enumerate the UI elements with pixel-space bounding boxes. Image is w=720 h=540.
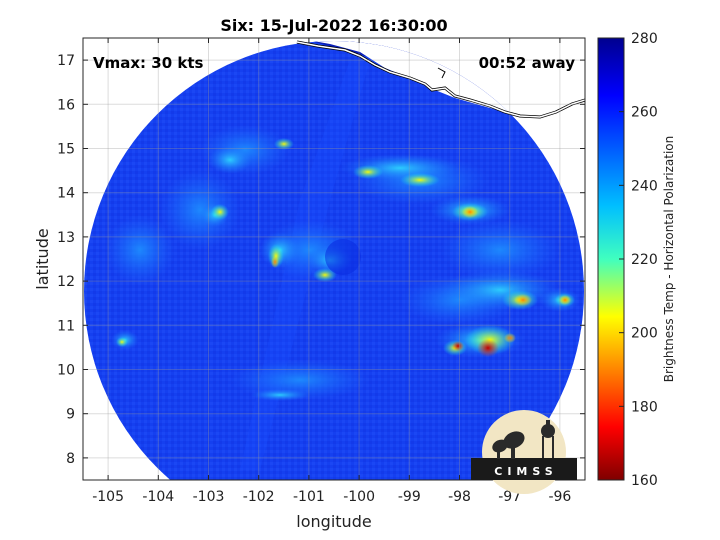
y-tick-label: 8: [66, 451, 75, 467]
y-tick-label: 11: [57, 318, 75, 334]
colorbar-tick-label: 160: [631, 473, 658, 489]
x-tick-label: -100: [343, 489, 375, 505]
chart-title: Six: 15-Jul-2022 16:30:00: [220, 16, 447, 35]
y-ticks: 8 9 10 11 12 13 14 15 16 17: [57, 53, 585, 467]
y-axis-label: latitude: [33, 228, 52, 289]
y-tick-label: 12: [57, 274, 75, 290]
y-tick-label: 10: [57, 363, 75, 379]
axes-box: [82, 37, 586, 481]
colorbar-tick-label: 260: [631, 105, 658, 121]
logo-base-band: [471, 458, 577, 480]
y-tick-label: 15: [57, 142, 75, 158]
colorbar-tick-label: 200: [631, 326, 658, 342]
x-tick-label: -99: [398, 489, 421, 505]
time-offset-annotation: 00:52 away: [479, 54, 576, 72]
colorbar-ticks: 160 180 200 220 240 260 280: [619, 31, 658, 489]
water-tower-icon: [541, 420, 555, 458]
x-tick-label: -96: [548, 489, 571, 505]
y-tick-label: 17: [57, 53, 75, 69]
x-tick-label: -103: [193, 489, 225, 505]
y-tick-label: 9: [66, 407, 75, 423]
logo-text: CIMSS: [494, 465, 557, 478]
x-tick-label: -104: [142, 489, 174, 505]
y-tick-label: 14: [57, 186, 75, 202]
colorbar-tick-label: 180: [631, 399, 658, 415]
x-axis-label: longitude: [296, 512, 371, 531]
satellite-dish-icon: [492, 431, 525, 459]
gridlines: [83, 38, 585, 480]
cimss-logo: CIMSS: [471, 410, 577, 494]
colorbar-tick-label: 280: [631, 31, 658, 47]
colorbar-label: Brightness Temp - Horizontal Polarizatio…: [662, 136, 676, 383]
y-tick-label: 13: [57, 230, 75, 246]
coastline: [296, 40, 585, 119]
colorbar-tick-label: 220: [631, 252, 658, 268]
x-tick-label: -101: [293, 489, 325, 505]
y-tick-label: 16: [57, 97, 75, 113]
colorbar-tick-label: 240: [631, 178, 658, 194]
x-tick-label: -98: [448, 489, 471, 505]
vmax-annotation: Vmax: 30 kts: [93, 54, 203, 72]
x-ticks: -105 -104 -103 -102 -101 -100 -99 -98 -97 -96: [92, 38, 571, 505]
x-tick-label: -102: [243, 489, 275, 505]
x-tick-label: -105: [92, 489, 124, 505]
